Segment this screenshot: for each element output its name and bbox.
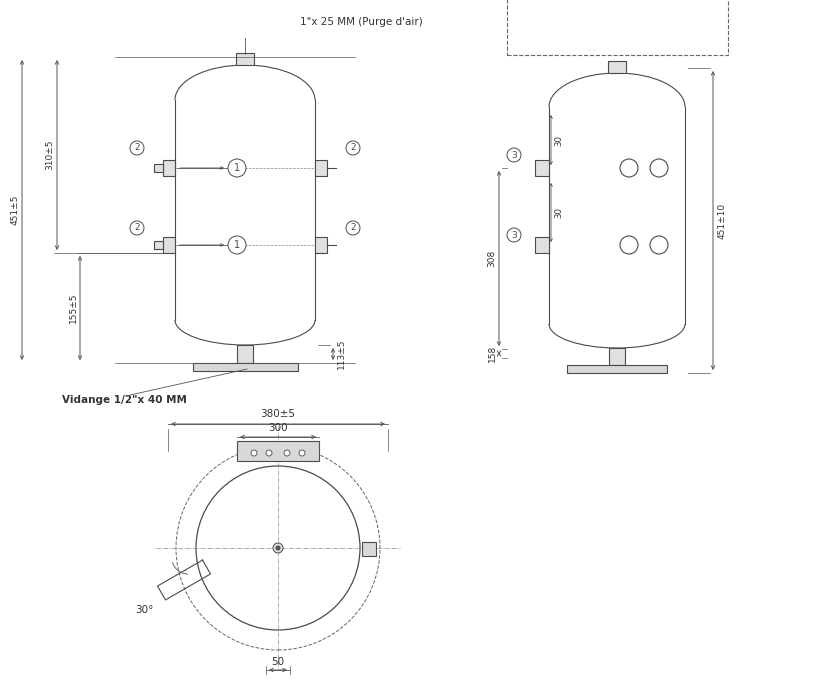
- Text: 30: 30: [554, 134, 563, 145]
- Text: 3: 3: [511, 151, 517, 160]
- Bar: [315, 160, 327, 176]
- Circle shape: [346, 141, 360, 155]
- Text: 30°: 30°: [134, 605, 153, 615]
- Bar: [163, 237, 175, 253]
- Bar: [315, 237, 327, 253]
- Circle shape: [228, 159, 246, 177]
- Bar: [567, 365, 667, 373]
- Circle shape: [266, 450, 272, 456]
- Bar: [507, 0, 728, 55]
- Bar: [237, 441, 319, 461]
- Circle shape: [507, 148, 521, 162]
- Circle shape: [228, 236, 246, 254]
- Text: 310±5: 310±5: [46, 140, 55, 170]
- Text: 2: 2: [134, 143, 140, 153]
- Bar: [535, 237, 549, 253]
- Text: 451±10: 451±10: [717, 203, 726, 239]
- Bar: [154, 241, 163, 249]
- Text: 2: 2: [350, 224, 356, 233]
- Text: 1: 1: [234, 240, 240, 250]
- Text: 2: 2: [350, 143, 356, 153]
- Text: 155±5: 155±5: [68, 293, 77, 323]
- Text: 2: 2: [134, 224, 140, 233]
- Text: 113±5: 113±5: [337, 339, 346, 369]
- Text: 451±5: 451±5: [11, 195, 20, 225]
- Bar: [362, 542, 376, 556]
- Circle shape: [507, 228, 521, 242]
- Circle shape: [276, 546, 280, 550]
- Circle shape: [130, 141, 144, 155]
- Text: 50: 50: [271, 657, 284, 667]
- Text: 300: 300: [268, 423, 288, 433]
- Bar: [163, 160, 175, 176]
- Text: 308: 308: [487, 250, 496, 267]
- Bar: [154, 164, 163, 172]
- Text: 3: 3: [511, 231, 517, 239]
- Bar: [535, 160, 549, 176]
- Circle shape: [299, 450, 305, 456]
- Circle shape: [130, 221, 144, 235]
- Circle shape: [251, 450, 257, 456]
- Text: 158: 158: [487, 345, 496, 362]
- Text: 30: 30: [554, 207, 563, 218]
- Circle shape: [346, 221, 360, 235]
- Circle shape: [284, 450, 290, 456]
- Text: 1"x 25 MM (Purge d'air): 1"x 25 MM (Purge d'air): [300, 17, 423, 27]
- Text: 380±5: 380±5: [261, 409, 296, 419]
- Bar: [192, 363, 297, 371]
- Bar: [609, 348, 625, 365]
- Bar: [236, 53, 254, 65]
- Text: 1: 1: [234, 163, 240, 173]
- Text: Vidange 1/2"x 40 MM: Vidange 1/2"x 40 MM: [62, 395, 187, 405]
- Bar: [237, 345, 253, 363]
- Bar: [608, 61, 626, 73]
- Circle shape: [273, 543, 283, 553]
